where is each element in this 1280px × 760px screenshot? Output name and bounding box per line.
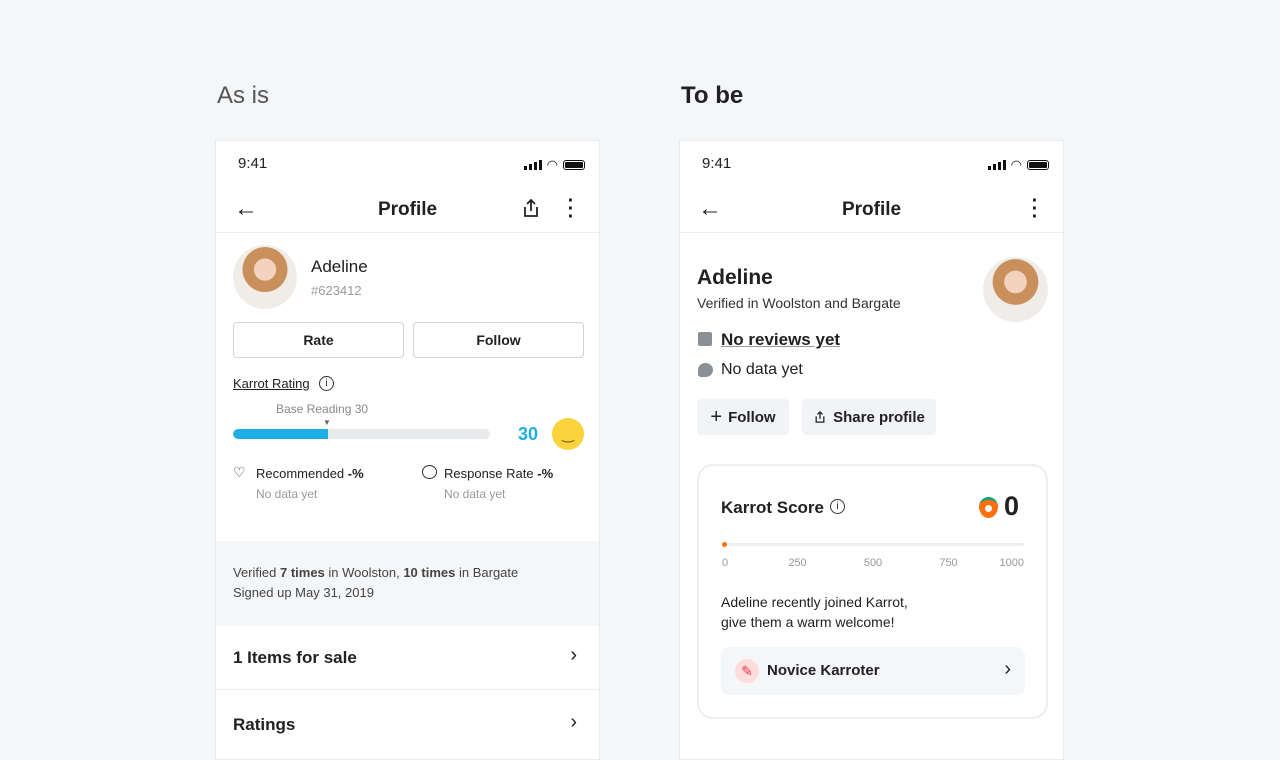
follow-button[interactable]: + Follow — [697, 399, 789, 435]
verified-text: Verified in Woolston and Bargate — [697, 295, 901, 311]
heart-icon: ♡ — [233, 464, 246, 480]
chat-bubble-icon — [698, 363, 713, 377]
karrot-rating-label[interactable]: Karrot Rating — [233, 376, 310, 391]
no-reviews-link[interactable]: No reviews yet — [721, 330, 841, 349]
verified-text: Verified 7 times in Woolston, 10 times i… — [233, 565, 519, 580]
score-ticks: 0 250 500 750 1000 — [722, 557, 1024, 571]
score-bar — [722, 542, 1024, 547]
response-rate-stat: Response Rate -% — [444, 466, 553, 481]
status-icons: ◠ — [523, 157, 585, 173]
rating-bar-fill — [233, 429, 329, 439]
share-icon[interactable] — [520, 197, 542, 224]
more-icon[interactable]: · · · — [567, 190, 575, 228]
avatar — [983, 257, 1048, 322]
base-marker-icon: ▼ — [323, 418, 331, 427]
status-icons: ◠ — [987, 157, 1049, 173]
chevron-right-icon: › — [570, 644, 577, 666]
battery-icon — [1027, 160, 1049, 170]
status-time: 9:41 — [238, 155, 268, 172]
karrot-score-card: Karrot Score i 0 0 250 500 750 1000 Adeline … — [697, 464, 1048, 719]
score-tick: 500 — [863, 557, 883, 569]
back-arrow-icon[interactable]: ← — [698, 195, 722, 222]
status-time: 9:41 — [702, 155, 732, 172]
score-tick: 1000 — [999, 557, 1024, 569]
share-profile-button[interactable]: Share profile — [802, 399, 936, 435]
base-reading-label: Base Reading 30 — [276, 402, 369, 416]
chat-bubble-icon — [422, 465, 437, 479]
signal-icon — [987, 160, 1006, 170]
smiley-icon: ‿ — [552, 418, 584, 450]
items-for-sale-row[interactable]: 1 Items for sale › — [216, 626, 599, 690]
response-value: -% — [537, 466, 554, 481]
back-arrow-icon[interactable]: ← — [234, 195, 258, 222]
info-icon[interactable]: i — [830, 499, 845, 514]
battery-icon — [563, 160, 585, 170]
response-label: Response Rate — [444, 466, 534, 481]
as-is-label: As is — [217, 82, 270, 109]
wifi-icon: ◠ — [546, 157, 558, 172]
response-text: No data yet — [721, 361, 803, 378]
score-tick: 0 — [722, 557, 729, 569]
welcome-text: Adeline recently joined Karrot, give them… — [721, 594, 908, 630]
user-id: #623412 — [311, 283, 362, 298]
chevron-right-icon: › — [1004, 658, 1011, 680]
to-be-phone: 9:41 ◠ ← Profile · · · Adeline Verified in… — [679, 140, 1064, 760]
as-is-phone: 9:41 ◠ ← Profile · · · Adeline #623412 Rat… — [215, 140, 600, 760]
ratings-label: Ratings — [233, 715, 296, 734]
karrot-score-label: Karrot Score — [721, 498, 824, 517]
carrot-icon — [979, 497, 998, 518]
chevron-right-icon: › — [570, 711, 577, 733]
recommended-label: Recommended — [256, 466, 345, 481]
badge-label: Novice Karroter — [767, 662, 880, 679]
recommended-value: -% — [347, 466, 364, 481]
ratings-row[interactable]: Ratings › — [216, 691, 599, 755]
page-title: Profile — [841, 199, 902, 220]
to-be-label: To be — [681, 82, 744, 109]
score-tick: 750 — [939, 557, 958, 569]
rate-button[interactable]: Rate — [233, 322, 404, 358]
reviews-icon — [698, 332, 712, 346]
user-name: Adeline — [311, 257, 368, 276]
rating-bar — [233, 429, 490, 439]
recommended-sub: No data yet — [256, 487, 318, 501]
rating-value: 30 — [518, 424, 539, 444]
karrot-score-value: 0 — [1004, 491, 1020, 521]
score-marker — [722, 542, 727, 547]
signed-up-text: Signed up May 31, 2019 — [233, 585, 374, 600]
info-icon[interactable]: i — [319, 376, 334, 391]
badge-icon: ✎ — [735, 659, 759, 683]
share-icon — [815, 411, 825, 423]
response-sub: No data yet — [444, 487, 506, 501]
signal-icon — [523, 160, 542, 170]
avatar — [233, 245, 297, 309]
novice-karroter-row[interactable]: ✎ Novice Karroter › — [721, 647, 1025, 695]
plus-icon: + — [710, 405, 723, 428]
items-for-sale-label: 1 Items for sale — [233, 648, 357, 667]
more-icon[interactable]: · · · — [1031, 190, 1039, 228]
wifi-icon: ◠ — [1010, 157, 1022, 172]
page-title: Profile — [377, 199, 438, 220]
user-name: Adeline — [697, 266, 773, 289]
follow-button[interactable]: Follow — [413, 322, 584, 358]
recommended-stat: Recommended -% — [256, 466, 364, 481]
verified-section: Verified 7 times in Woolston, 10 times i… — [216, 541, 599, 626]
score-tick: 250 — [788, 557, 807, 569]
